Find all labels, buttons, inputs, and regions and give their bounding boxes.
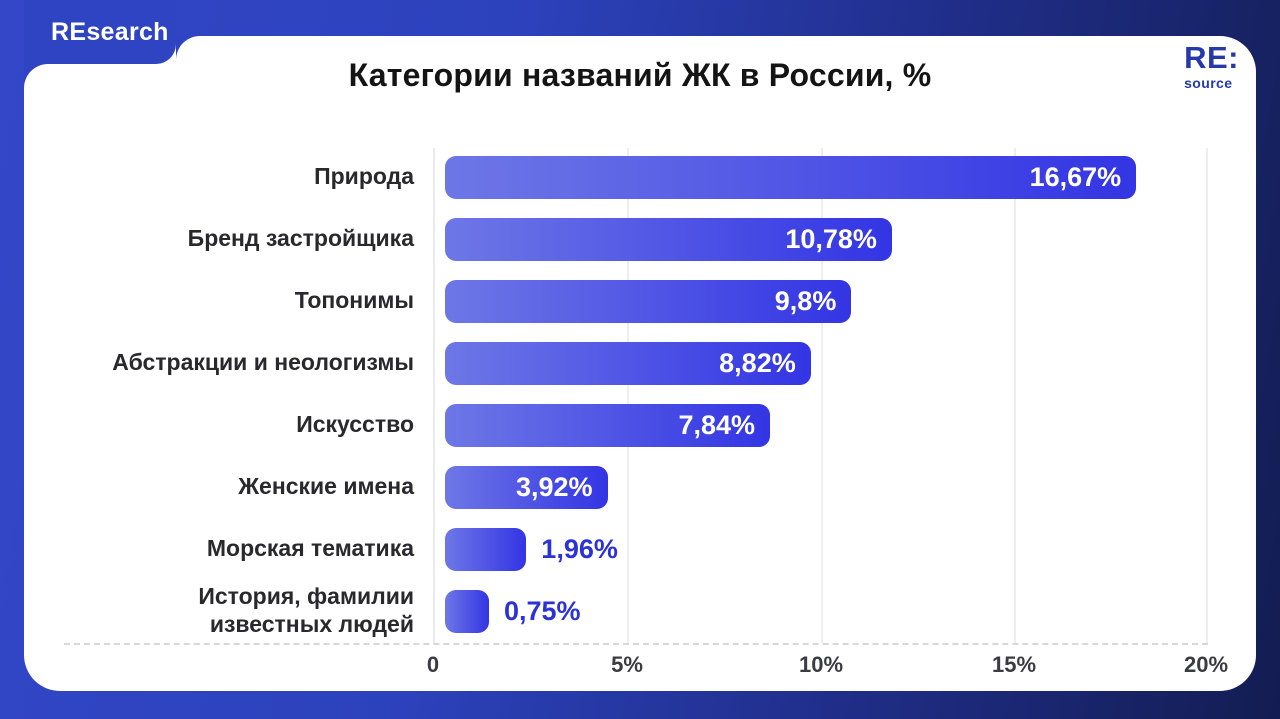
resource-logo: RE: source [1184,42,1239,90]
bar-chart: Природа 16,67% Бренд застройщика 10,78% Топо… [64,146,1208,645]
chart-row: Женские имена 3,92% [64,456,1208,518]
gridline-5pct [627,148,629,643]
chart-rows: Природа 16,67% Бренд застройщика 10,78% Топо… [64,146,1208,643]
value-label: 10,78% [785,223,877,254]
category-label: История, фамилии известных людей [198,583,414,637]
value-label: 16,67% [1029,161,1122,192]
bar-track: 8,82% [433,341,1208,385]
resource-logo-sub: source [1184,75,1233,91]
chart-row: Бренд застройщика 10,78% [64,208,1208,270]
category-label: Абстракции и неологизмы [112,349,414,376]
chart-row: Морская тематика 1,96% [64,518,1208,580]
value-label: 8,82% [719,347,796,378]
bar-track: 1,96% [433,527,1208,571]
value-label: 0,75% [504,595,581,626]
chart-row: Абстракции и неологизмы 8,82% [64,332,1208,394]
category-label: Искусство [296,411,414,438]
chart-row: Искусство 7,84% [64,394,1208,456]
bar: 10,78% [445,217,892,261]
chart-row: Природа 16,67% [64,146,1208,208]
x-axis: 0 5% 10% 15% 20% [64,652,1228,680]
tab-corner-fillet-right [176,36,200,60]
brand-tab: REsearch [24,0,176,64]
x-tick-5: 5% [611,652,643,677]
bar-track: 16,67% [433,155,1208,199]
bar-track: 10,78% [433,217,1208,261]
bar: 3,92% [445,465,608,509]
chart-row: История, фамилии известных людей 0,75% [64,580,1208,642]
value-label: 1,96% [541,533,618,564]
plot-left-border [433,148,435,643]
resource-logo-main: RE: [1184,40,1239,75]
value-label: 9,8% [774,285,837,316]
value-label: 3,92% [515,471,593,502]
value-label: 7,84% [678,409,756,440]
bar: 9,8% [445,279,852,323]
x-tick-0: 0 [426,652,440,677]
bar-track: 7,84% [433,403,1208,447]
brand-tab-label: REsearch [51,17,169,46]
tab-corner-fillet-bottom [24,64,48,88]
gridline-15pct [1014,148,1016,643]
bar-track: 9,8% [433,279,1208,323]
bar: 8,82% [445,341,811,385]
chart-row: Топонимы 9,8% [64,270,1208,332]
bar [445,589,489,633]
gridline-20pct [1206,148,1208,643]
bar [445,527,527,571]
category-label: Топонимы [294,287,414,314]
chart-title: Категории названий ЖК в России, % [348,57,932,93]
gridline-10pct [821,148,823,643]
bar: 7,84% [445,403,771,447]
bar-track: 3,92% [433,465,1208,509]
category-label: Морская тематика [206,535,414,562]
category-label: Природа [314,163,414,190]
category-label: Бренд застройщика [187,225,414,252]
bar: 16,67% [445,155,1137,199]
category-label: Женские имена [238,473,414,500]
bar-track: 0,75% [433,589,1208,633]
x-tick-15: 15% [991,652,1037,677]
x-tick-10: 10% [798,652,844,677]
x-tick-20: 20% [1183,652,1229,677]
